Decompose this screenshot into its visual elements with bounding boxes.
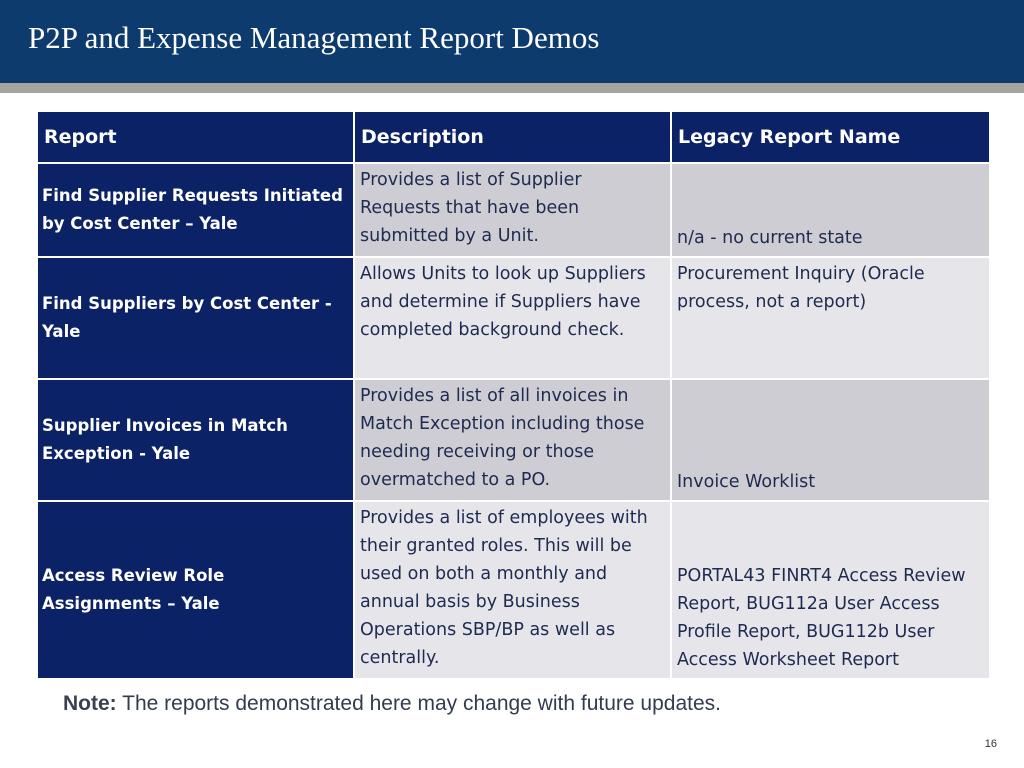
- description-cell: Provides a list of employees with their …: [353, 500, 672, 680]
- table-row: Access Review Role Assignments – Yale Pr…: [36, 500, 991, 680]
- legacy-report-cell: PORTAL43 FINRT4 Access Review Report, BU…: [670, 500, 991, 680]
- title-divider: [0, 83, 1024, 93]
- reports-table: Report Description Legacy Report Name Fi…: [36, 110, 991, 680]
- note-label: Note:: [63, 692, 117, 715]
- page-number: 16: [984, 738, 997, 750]
- description-cell: Allows Units to look up Suppliers and de…: [353, 256, 672, 380]
- description-cell: Provides a list of Supplier Requests tha…: [353, 162, 672, 258]
- column-header-description: Description: [353, 110, 672, 164]
- slide-title: P2P and Expense Management Report Demos: [28, 20, 600, 55]
- footnote: Note: The reports demonstrated here may …: [63, 692, 721, 716]
- column-header-report: Report: [36, 110, 355, 164]
- report-name-cell: Access Review Role Assignments – Yale: [36, 500, 355, 680]
- report-name-cell: Find Supplier Requests Initiated by Cost…: [36, 162, 355, 258]
- report-name-cell: Supplier Invoices in Match Exception - Y…: [36, 378, 355, 502]
- table-row: Find Supplier Requests Initiated by Cost…: [36, 162, 991, 258]
- legacy-report-cell: Procurement Inquiry (Oracle process, not…: [670, 256, 991, 380]
- column-header-legacy-report-name: Legacy Report Name: [670, 110, 991, 164]
- note-text: The reports demonstrated here may change…: [116, 692, 721, 715]
- description-cell: Provides a list of all invoices in Match…: [353, 378, 672, 502]
- report-name-cell: Find Suppliers by Cost Center - Yale: [36, 256, 355, 380]
- table-header-row: Report Description Legacy Report Name: [36, 110, 991, 164]
- table-row: Find Suppliers by Cost Center - Yale All…: [36, 256, 991, 380]
- legacy-report-cell: Invoice Worklist: [670, 378, 991, 502]
- legacy-report-cell: n/a - no current state: [670, 162, 991, 258]
- table-row: Supplier Invoices in Match Exception - Y…: [36, 378, 991, 502]
- title-bar: P2P and Expense Management Report Demos: [0, 0, 1024, 83]
